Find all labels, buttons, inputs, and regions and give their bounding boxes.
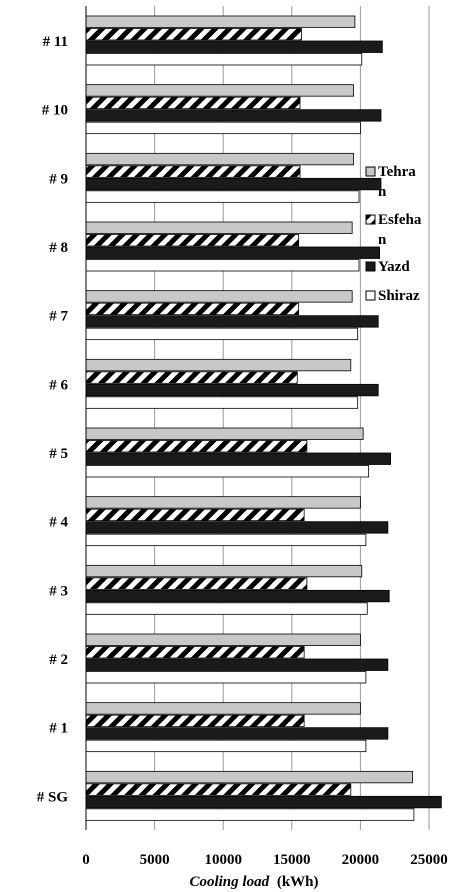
category-label: # 9 <box>49 171 68 187</box>
category-label: # 4 <box>49 515 68 531</box>
bar-tehran <box>85 290 353 303</box>
category-label: # 1 <box>49 721 68 737</box>
legend: Tehra n Esfeha n Yazd Shiraz <box>365 164 422 304</box>
bar-yazd <box>85 177 382 191</box>
bar-shiraz <box>85 465 370 478</box>
x-axis-title-unit: (kWh) <box>277 874 319 890</box>
gridlines <box>154 6 430 830</box>
bar-tehran <box>85 564 363 578</box>
bar-yazd <box>85 727 389 740</box>
category-label: # 2 <box>49 652 68 668</box>
bar-tehran <box>85 358 352 372</box>
bar-shiraz <box>85 671 367 684</box>
x-tick-label: 25000 <box>410 852 448 868</box>
x-axis-title-main: Cooling load <box>189 874 269 890</box>
bar-esfehan <box>85 96 301 110</box>
bar-tehran <box>85 770 413 784</box>
bar-yazd <box>85 109 382 122</box>
bar-esfehan <box>85 646 305 659</box>
bar-tehran <box>85 702 361 715</box>
legend-swatch-tehran <box>365 166 376 177</box>
bar-shiraz <box>85 190 360 203</box>
bar-shiraz <box>85 739 367 753</box>
category-label: # 5 <box>49 446 68 462</box>
bar-tehran <box>85 633 361 646</box>
bar-shiraz <box>85 53 363 66</box>
category-label: # 6 <box>49 377 68 393</box>
bar-esfehan <box>85 714 305 728</box>
x-tick-label: 20000 <box>342 852 380 868</box>
bar-shiraz <box>85 602 368 615</box>
category-label: # 11 <box>43 34 68 50</box>
x-tick-labels: 0 5000 10000 15000 20000 25000 <box>82 852 448 868</box>
legend-swatch-esfehan <box>365 214 376 225</box>
category-label: # 10 <box>42 103 68 119</box>
bar-tehran <box>85 496 361 509</box>
legend-label-esfehan: Esfeha n <box>378 212 422 248</box>
category-label: # 7 <box>49 309 68 325</box>
bar-esfehan <box>85 783 352 796</box>
bar-tehran <box>85 221 353 234</box>
bars <box>85 15 442 821</box>
bar-shiraz <box>85 808 415 821</box>
bar-yazd <box>85 40 383 53</box>
legend-swatch-yazd <box>365 261 376 272</box>
legend-swatch-shiraz <box>365 290 376 301</box>
category-label: # SG <box>37 789 69 805</box>
bar-tehran <box>85 84 354 97</box>
category-label: # 3 <box>49 583 68 599</box>
x-tick-label: 10000 <box>204 852 242 868</box>
bar-esfehan <box>85 302 300 316</box>
bar-esfehan <box>85 234 300 247</box>
x-axis-title: Cooling load (kWh) <box>189 874 318 890</box>
bar-shiraz <box>85 327 359 341</box>
bar-esfehan <box>85 165 301 178</box>
x-tick-label: 0 <box>82 852 90 868</box>
bar-yazd <box>85 589 390 603</box>
bar-yazd <box>85 795 442 809</box>
category-labels: # 11 # 10 # 9 # 8 # 7 # 6 # 5 # 4 # 3 # 2 # 1 # SG <box>37 34 69 805</box>
bar-yazd <box>85 521 389 534</box>
x-tick-label: 5000 <box>140 852 170 868</box>
bar-shiraz <box>85 121 361 135</box>
bar-yazd <box>85 383 379 397</box>
legend-label-shiraz: Shiraz <box>378 288 420 304</box>
bar-esfehan <box>85 28 302 41</box>
bar-esfehan <box>85 440 308 453</box>
bar-yazd <box>85 315 379 328</box>
bar-tehran <box>85 15 356 28</box>
legend-label-yazd: Yazd <box>378 259 410 275</box>
bar-esfehan <box>85 508 305 522</box>
bar-shiraz <box>85 259 360 272</box>
bar-esfehan <box>85 577 308 590</box>
category-label: # 8 <box>49 240 68 256</box>
bar-shiraz <box>85 533 367 547</box>
x-tick-label: 15000 <box>273 852 311 868</box>
bar-tehran <box>85 152 354 166</box>
bar-yazd <box>85 658 389 671</box>
legend-label-tehran: Tehra n <box>378 164 416 200</box>
bar-esfehan <box>85 371 298 384</box>
bar-yazd <box>85 246 381 259</box>
bar-shiraz <box>85 396 359 409</box>
bar-yazd <box>85 452 391 465</box>
bar-tehran <box>85 427 364 440</box>
